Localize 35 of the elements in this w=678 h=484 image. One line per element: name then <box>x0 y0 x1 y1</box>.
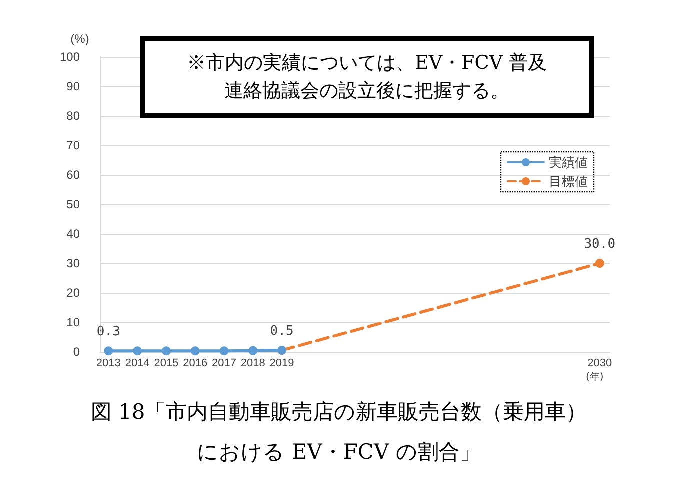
y-tick-label: 50 <box>66 198 80 212</box>
point <box>190 346 200 356</box>
y-tick-label: 30 <box>66 256 80 270</box>
point <box>595 259 604 268</box>
data-label: 30.0 <box>584 237 616 252</box>
y-tick-label: 60 <box>66 168 80 182</box>
x-tick-label: 2017 <box>212 358 236 370</box>
point <box>133 346 142 356</box>
y-tick-label: 40 <box>66 227 80 241</box>
x-tick-label: 2014 <box>125 358 150 370</box>
point <box>162 346 171 356</box>
point <box>104 346 114 356</box>
legend-label: 目標値 <box>549 174 588 189</box>
y-tick-label: 90 <box>66 80 80 94</box>
y-tick-label: 10 <box>66 316 80 330</box>
x-tick-label: 2013 <box>96 358 121 370</box>
legend-label: 実績値 <box>549 155 588 170</box>
data-label: 0.5 <box>270 324 294 340</box>
text: 図 18「市内自動車販売店の新車販売台数（乗用車）における EV・FCV の割合」 <box>90 399 588 466</box>
y-axis-title: (%) <box>70 32 90 46</box>
y-tick-label: 0 <box>73 345 80 359</box>
x-axis-title: (年) <box>586 371 604 384</box>
x-tick-label: 2019 <box>270 358 294 370</box>
y-tick-label: 70 <box>66 138 80 152</box>
y-tick-label: 100 <box>60 50 80 64</box>
x-tick-label: 2030 <box>588 358 612 370</box>
data-label: 0.3 <box>96 324 120 340</box>
x-tick-label: 2016 <box>183 358 208 370</box>
y-tick-label: 20 <box>66 286 80 300</box>
point <box>248 346 258 356</box>
text-box: ※市内の実績については、EV・FCV 普及連絡協議会の設立後に把握する。 <box>140 36 594 118</box>
x-tick-label: 2015 <box>154 358 179 370</box>
point <box>220 346 229 356</box>
x-tick-label: 2018 <box>240 358 266 370</box>
y-tick-label: 80 <box>66 109 80 123</box>
